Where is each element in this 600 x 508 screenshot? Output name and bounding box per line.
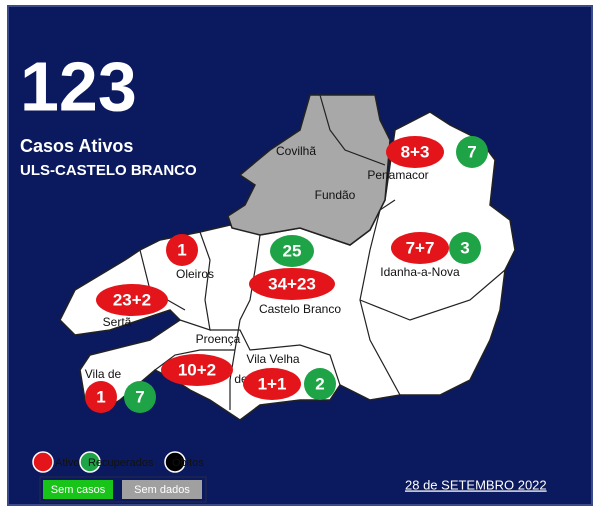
badge xyxy=(456,136,488,168)
legend-label: Recuperados xyxy=(88,457,154,469)
badges: 8+3 7 1 25 34+23 7+7 3 23+2 10+2 1+1 2 1 7 xyxy=(85,136,488,413)
region-label: Proença xyxy=(196,332,241,346)
date: 28 de SETEMBRO 2022 xyxy=(405,477,547,492)
badge xyxy=(124,381,156,413)
region-label: Fundão xyxy=(315,188,356,202)
badge xyxy=(166,234,198,266)
badge xyxy=(161,354,233,386)
border xyxy=(179,231,211,331)
border xyxy=(229,349,236,410)
buttons: Sem casos Sem dados xyxy=(43,480,202,499)
badge-text: 23+2 xyxy=(113,290,151,309)
border xyxy=(210,329,341,386)
region-label: Penamacor xyxy=(367,168,428,182)
subtitle: ULS-CASTELO BRANCO xyxy=(20,162,197,179)
button[interactable] xyxy=(122,480,202,499)
badge-text: 8+3 xyxy=(401,142,430,161)
legend-marker xyxy=(32,451,54,473)
badge-text: 7 xyxy=(135,387,144,406)
border xyxy=(154,349,235,371)
badge xyxy=(243,368,301,400)
button-label[interactable]: Sem casos xyxy=(51,484,106,496)
badge xyxy=(85,381,117,413)
badge xyxy=(391,232,449,264)
legend-label: Óbitos xyxy=(172,456,204,469)
badge-text: 3 xyxy=(460,238,469,257)
title: Casos Ativos xyxy=(20,136,133,156)
total: 123 xyxy=(20,47,137,125)
button-label[interactable]: Sem dados xyxy=(134,484,190,496)
badge-text: 1 xyxy=(96,387,105,406)
legend-marker xyxy=(164,451,186,473)
region-label: Vila Velha xyxy=(246,352,299,366)
badge xyxy=(449,232,481,264)
badge xyxy=(249,268,335,300)
region-label: Idanha-a-Nova xyxy=(380,265,460,279)
border xyxy=(359,199,401,396)
legend: Ativos Recuperados Óbitos xyxy=(32,451,204,473)
gray-region xyxy=(227,94,391,246)
badge xyxy=(386,136,444,168)
badge-text: 34+23 xyxy=(268,274,316,293)
badge-text: 10+2 xyxy=(178,360,216,379)
region-label: Oleiros xyxy=(176,267,214,281)
badge xyxy=(304,368,336,400)
badge-text: 1+1 xyxy=(258,374,287,393)
badge-text: 2 xyxy=(315,374,324,393)
border xyxy=(319,94,386,166)
button[interactable] xyxy=(43,480,113,499)
labels: Covilhã Fundão Penamacor Oleiros Castelo Bra… xyxy=(85,144,460,386)
region-label: Sertã xyxy=(103,315,132,329)
badge-text: 7 xyxy=(467,142,476,161)
region-label: Vila de xyxy=(85,367,122,381)
badge xyxy=(270,235,314,267)
region-label: Castelo Branco xyxy=(259,302,341,316)
region-label: Covilhã xyxy=(276,144,316,158)
button-frame xyxy=(39,476,207,503)
border xyxy=(359,269,506,321)
badge-text: 1 xyxy=(177,240,186,259)
badge xyxy=(96,284,168,316)
badge-text: 25 xyxy=(283,241,302,260)
legend-marker xyxy=(79,451,101,473)
badge-text: 7+7 xyxy=(406,238,435,257)
legend-label: Ativos xyxy=(55,457,85,469)
